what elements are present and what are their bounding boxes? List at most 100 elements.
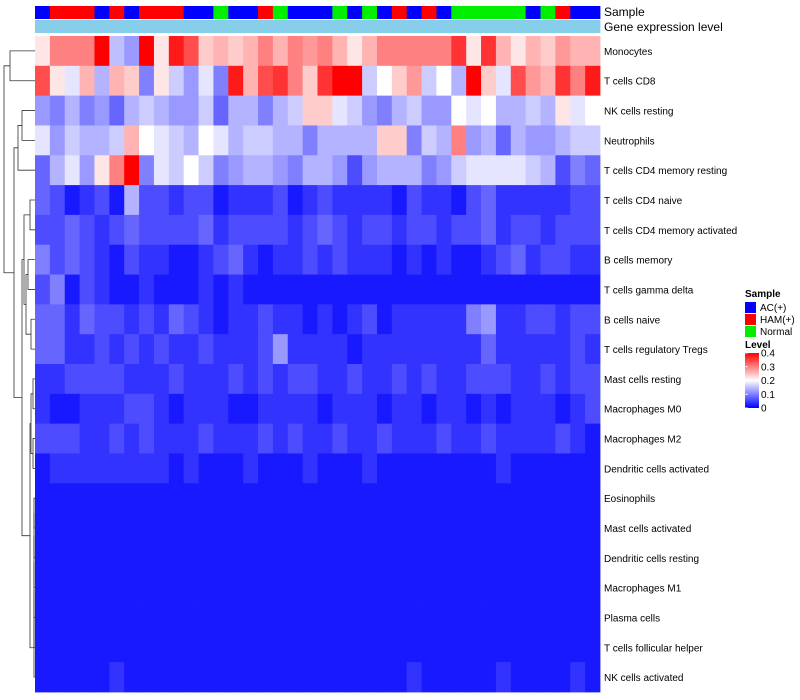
- heatmap-cell: [555, 542, 571, 574]
- dendrogram-branch: [9, 50, 35, 82]
- heatmap-cell: [35, 214, 51, 246]
- expression-annotation-cell: [317, 20, 333, 33]
- heatmap-cell: [79, 274, 95, 305]
- heatmap-cell: [570, 125, 586, 156]
- sample-annotation-cell: [302, 6, 318, 19]
- heatmap-cell: [49, 65, 66, 97]
- heatmap-cell: [183, 65, 199, 97]
- heatmap-cell: [213, 244, 229, 275]
- heatmap-cell: [376, 572, 393, 603]
- heatmap-cell: [79, 542, 95, 574]
- heatmap-cell: [35, 632, 51, 663]
- heatmap-cell: [540, 304, 556, 335]
- heatmap-cell: [555, 423, 571, 454]
- heatmap-cell: [183, 393, 199, 425]
- heatmap-cell: [391, 244, 408, 275]
- heatmap-cell: [466, 602, 482, 633]
- heatmap-cell: [124, 423, 140, 454]
- heatmap-cell: [287, 662, 304, 693]
- heatmap-cell: [376, 304, 393, 335]
- heatmap-cell: [436, 244, 452, 275]
- heatmap-cell: [570, 483, 586, 514]
- heatmap-cell: [436, 393, 452, 425]
- heatmap-cell: [153, 632, 170, 663]
- heatmap-cell: [168, 423, 185, 454]
- heatmap-cell: [466, 513, 482, 544]
- heatmap-cell: [391, 214, 408, 246]
- heatmap-cell: [272, 125, 289, 156]
- heatmap-cell: [451, 662, 467, 693]
- heatmap-cell: [258, 453, 274, 484]
- heatmap-cell: [332, 483, 348, 514]
- heatmap-cell: [272, 65, 289, 97]
- heatmap-cell: [153, 304, 170, 335]
- heatmap-cell: [376, 125, 393, 156]
- heatmap-cell: [183, 542, 199, 574]
- sample-annotation-cell: [109, 6, 125, 19]
- heatmap-cell: [510, 364, 527, 395]
- heatmap-cell: [406, 453, 422, 484]
- heatmap-cell: [109, 274, 125, 305]
- heatmap-cell: [317, 155, 333, 186]
- sample-annotation-cell: [139, 6, 155, 19]
- heatmap-cell: [213, 95, 229, 126]
- heatmap-cell: [94, 602, 110, 633]
- heatmap-cell: [585, 542, 601, 574]
- heatmap-cell: [347, 244, 363, 275]
- heatmap-cell: [302, 483, 318, 514]
- heatmap-cell: [258, 334, 274, 365]
- heatmap-cell: [451, 542, 467, 574]
- heatmap-cell: [495, 542, 512, 574]
- expression-annotation-cell: [272, 20, 289, 33]
- heatmap-cell: [213, 513, 229, 544]
- heatmap-cell: [153, 393, 170, 425]
- heatmap-cell: [406, 185, 422, 216]
- heatmap-cell: [272, 572, 289, 603]
- row-label: Plasma cells: [604, 613, 660, 624]
- heatmap-cell: [376, 483, 393, 514]
- legend-sample-items: AC(+)HAM(+)Normal: [745, 302, 795, 338]
- row-dendrogram: [3, 50, 35, 678]
- heatmap-cell: [570, 453, 586, 484]
- heatmap-cell: [451, 513, 467, 544]
- heatmap-cell: [525, 36, 541, 67]
- heatmap-cell: [258, 36, 274, 67]
- expression-annotation-cell: [243, 20, 259, 33]
- heatmap-cell: [139, 274, 155, 305]
- heatmap-cell: [124, 244, 140, 275]
- heatmap-cell: [272, 304, 289, 335]
- heatmap-cell: [109, 423, 125, 454]
- heatmap-cell: [124, 334, 140, 365]
- heatmap-cell: [540, 662, 556, 693]
- heatmap-cell: [124, 125, 140, 156]
- heatmap-cell: [213, 393, 229, 425]
- heatmap-cell: [94, 304, 110, 335]
- heatmap-cell: [287, 244, 304, 275]
- heatmap-cell: [406, 513, 422, 544]
- heatmap-cell: [287, 393, 304, 425]
- heatmap-cell: [376, 453, 393, 484]
- heatmap-cell: [302, 334, 318, 365]
- heatmap-cell: [376, 36, 393, 67]
- expression-annotation-cell: [287, 20, 304, 33]
- heatmap-cell: [406, 572, 422, 603]
- heatmap-cell: [406, 214, 422, 246]
- heatmap-cell: [555, 572, 571, 603]
- heatmap-cell: [376, 632, 393, 663]
- heatmap-cell: [213, 483, 229, 514]
- heatmap-cell: [525, 65, 541, 97]
- heatmap-cell: [495, 155, 512, 186]
- heatmap-cell: [481, 662, 497, 693]
- heatmap-cell: [243, 155, 259, 186]
- heatmap-cell: [258, 542, 274, 574]
- heatmap-cell: [124, 65, 140, 97]
- row-label: Neutrophils: [604, 136, 655, 147]
- heatmap-cell: [139, 155, 155, 186]
- heatmap-cell: [109, 125, 125, 156]
- heatmap-cell: [287, 483, 304, 514]
- heatmap-cell: [198, 662, 214, 693]
- heatmap-cell: [49, 393, 66, 425]
- heatmap-cell: [49, 602, 66, 633]
- heatmap-cell: [287, 602, 304, 633]
- heatmap-cell: [124, 602, 140, 633]
